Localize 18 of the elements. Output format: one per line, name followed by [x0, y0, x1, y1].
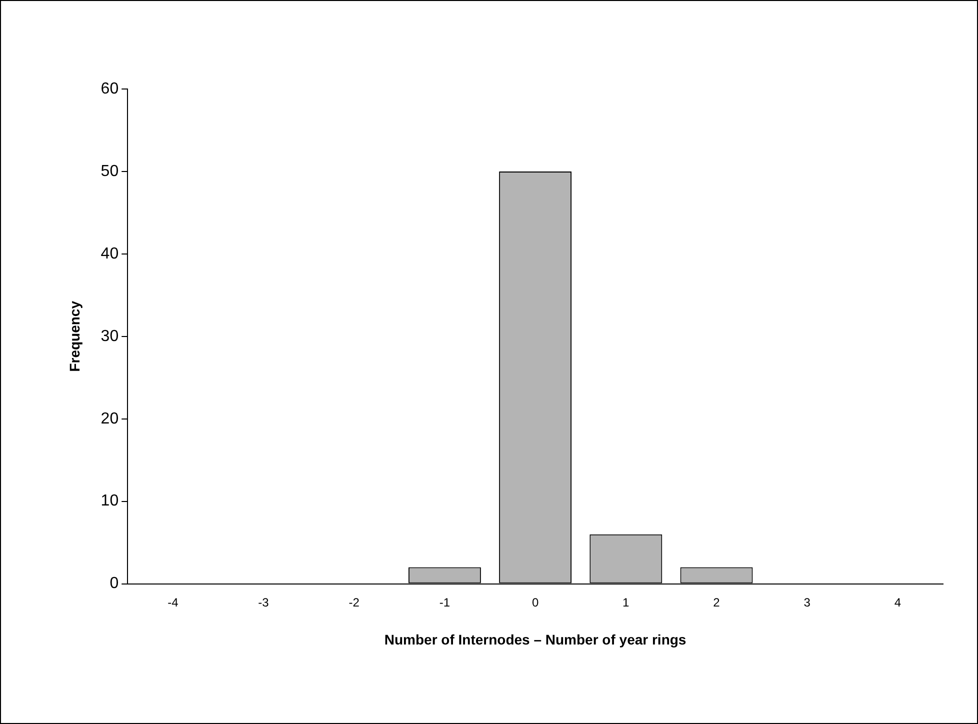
x-axis-title: Number of Internodes – Number of year rings — [384, 631, 686, 648]
x-tick-label: -2 — [348, 595, 360, 610]
y-axis-title: Frequency — [66, 300, 82, 372]
x-tick-label: 3 — [804, 595, 811, 610]
y-tick-label: 40 — [100, 245, 119, 262]
x-tick-label: 0 — [532, 595, 539, 610]
x-tick-label: -1 — [439, 595, 450, 610]
y-tick-label: 50 — [100, 162, 119, 180]
x-tick-label: 2 — [713, 595, 720, 610]
x-tick-label: -3 — [258, 595, 270, 610]
y-tick-label: 20 — [100, 410, 119, 428]
y-tick-label: 10 — [100, 492, 119, 510]
x-tick-label: 1 — [622, 595, 630, 610]
y-tick-label: 0 — [110, 575, 119, 592]
x-tick-label: 4 — [894, 595, 902, 610]
x-tick-label: -4 — [168, 595, 179, 610]
y-tick-label: 30 — [100, 328, 119, 345]
y-tick-label: 60 — [100, 80, 119, 98]
